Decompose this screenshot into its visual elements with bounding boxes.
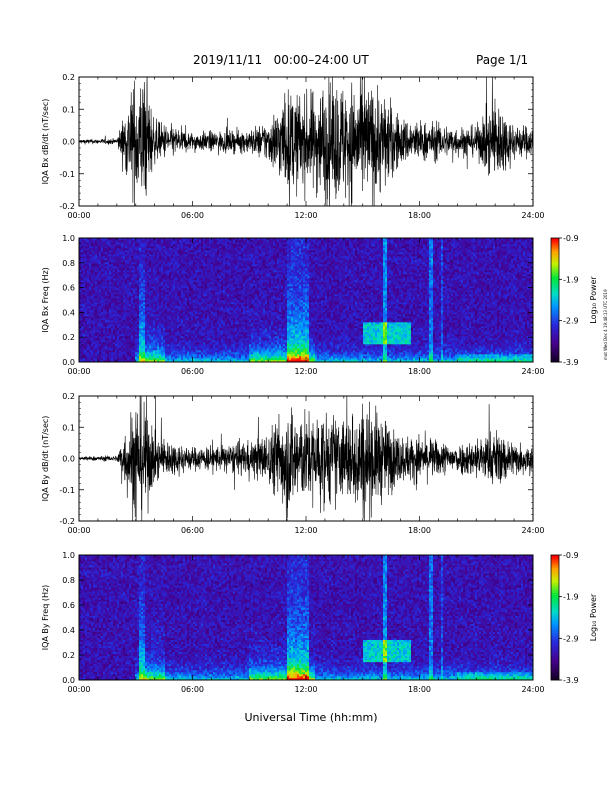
y-tick-label: 0.0 [62,358,75,367]
y-tick-label: 0.2 [62,73,75,82]
y-tick-label: 0.0 [62,676,75,685]
y-tick-label: 0.6 [62,601,75,610]
y-tick-label: 0.0 [62,138,75,147]
x-tick-label: 18:00 [408,211,431,220]
plot-title: 2019/11/11 00:00–24:00 UT [193,53,369,67]
x-axis-title: Universal Time (hh:mm) [0,711,612,724]
y-tick-label: 1.0 [62,551,75,560]
colorbar-tick-label: -0.9 [563,551,579,560]
y-axis-label: IQA By dB/dt (nT/sec) [41,416,50,502]
x-tick-label: 00:00 [67,367,90,376]
waveform-trace [79,396,533,521]
x-tick-label: 06:00 [181,685,204,694]
y-tick-label: 0.2 [62,651,75,660]
colorbar-tick-label: -3.9 [563,358,579,367]
x-tick-label: 24:00 [521,685,544,694]
spectrogram-cells [79,238,534,363]
colorbar-tick-label: -2.9 [563,317,579,326]
x-tick-label: 18:00 [408,685,431,694]
colorbar-tick-label: -1.9 [563,275,579,284]
page-indicator: Page 1/1 [476,53,528,67]
x-tick-label: 06:00 [181,367,204,376]
x-tick-label: 00:00 [67,526,90,535]
y-tick-label: 0.1 [62,423,75,432]
colorbar-frame [550,237,560,363]
y-tick-label: 0.8 [62,576,75,585]
x-tick-label: 12:00 [294,367,317,376]
y-tick-label: 0.6 [62,284,75,293]
y-tick-label: -0.1 [59,170,75,179]
x-tick-label: 06:00 [181,211,204,220]
y-axis-label: IQA By Freq (Hz) [41,585,50,651]
colorbar-label: Log₁₀ Power [589,593,598,641]
colorbar: -0.9 -1.9 -2.9 -3.9 Log₁₀ Power [550,551,598,685]
timestamp-stamp: mot Wed Dec 4 19:48:13 UTC 2019 [603,289,608,360]
x-tick-label: 12:00 [294,685,317,694]
colorbar-tick-label: -1.9 [563,593,579,602]
y-axis-label: IQA Bx dB/dt (nT/sec) [41,99,50,185]
x-tick-label: 00:00 [67,685,90,694]
y-tick-label: -0.2 [59,202,75,211]
y-axis-label: IQA Bx Freq (Hz) [41,267,50,333]
panel-bx-spectrogram: -0.9 -1.9 -2.9 -3.9 Log₁₀ Power 0.0 0.2 0.4 0.6 0… [41,234,598,376]
waveform-trace [79,77,533,206]
colorbar-label: Log₁₀ Power [589,276,598,324]
y-tick-label: 0.4 [62,626,75,635]
colorbar-frame [550,554,560,681]
y-tick-label: -0.1 [59,486,75,495]
spectrogram-cells [79,555,534,681]
panel-bx-waveform: -0.2 -0.1 0.0 0.1 0.2 00:00 06:00 12:00 18:00 24:… [41,73,545,220]
x-tick-label: 18:00 [408,367,431,376]
x-tick-label: 18:00 [408,526,431,535]
y-tick-label: -0.2 [59,517,75,526]
x-tick-label: 12:00 [294,211,317,220]
y-tick-label: 0.4 [62,308,75,317]
colorbar-tick-label: -0.9 [563,234,579,243]
y-tick-label: 0.0 [62,455,75,464]
x-tick-label: 12:00 [294,526,317,535]
colorbar-tick-label: -2.9 [563,634,579,643]
y-tick-label: 0.1 [62,105,75,114]
panel-by-spectrogram: -0.9 -1.9 -2.9 -3.9 Log₁₀ Power 0.0 0.2 0.4 0.6 0… [41,551,598,694]
x-tick-label: 06:00 [181,526,204,535]
x-tick-label: 24:00 [521,211,544,220]
x-tick-label: 00:00 [67,211,90,220]
y-tick-label: 0.2 [62,333,75,342]
colorbar-tick-label: -3.9 [563,676,579,685]
y-tick-label: 0.2 [62,392,75,401]
colorbar: -0.9 -1.9 -2.9 -3.9 Log₁₀ Power [550,234,598,367]
x-tick-label: 24:00 [521,526,544,535]
y-tick-label: 0.8 [62,259,75,268]
x-tick-label: 24:00 [521,367,544,376]
panel-by-waveform: -0.2 -0.1 0.0 0.1 0.2 00:00 06:00 12:00 18:00 24:… [41,392,545,535]
y-tick-label: 1.0 [62,234,75,243]
